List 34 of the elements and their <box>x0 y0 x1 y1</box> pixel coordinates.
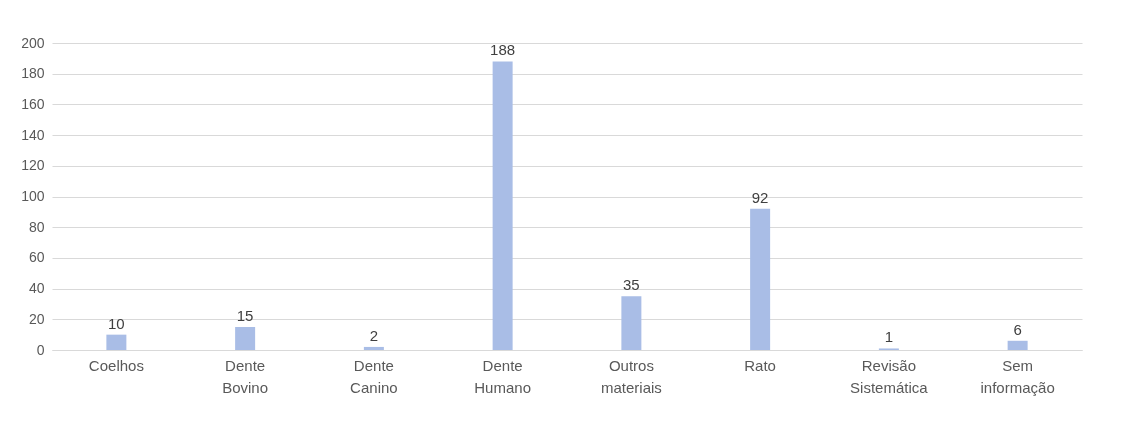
bar <box>492 61 513 350</box>
y-tick-label: 80 <box>28 218 45 235</box>
y-tick-label: 160 <box>21 95 45 112</box>
x-tick-label: Rato <box>744 356 776 374</box>
bar <box>106 334 127 350</box>
data-label: 92 <box>751 188 769 206</box>
bar <box>750 208 771 350</box>
data-label: 10 <box>108 314 125 332</box>
y-tick-label: 120 <box>21 157 45 174</box>
y-tick-label: 200 <box>21 34 45 51</box>
y-tick-label: 180 <box>21 65 45 82</box>
y-tick-label: 100 <box>21 188 45 204</box>
bar <box>363 346 384 350</box>
x-tick-label: Dente Bovino <box>222 356 269 396</box>
data-label: 188 <box>490 41 516 59</box>
data-label: 6 <box>1013 320 1022 338</box>
bar <box>1007 340 1028 350</box>
y-tick-label: 140 <box>21 126 45 143</box>
x-tick-label: Dente Humano <box>474 356 531 396</box>
x-tick-label: Sem informação <box>980 356 1055 396</box>
x-tick-label: Revisão Sistemática <box>850 356 929 396</box>
data-label: 1 <box>884 328 894 346</box>
x-tick-label: Dente Canino <box>350 356 398 396</box>
data-label: 2 <box>369 326 379 344</box>
y-tick-label: 40 <box>28 280 45 297</box>
x-tick-label: Outros materiais <box>600 356 662 396</box>
y-tick-label: 20 <box>28 310 45 327</box>
data-label: 15 <box>236 306 254 324</box>
bar <box>621 296 642 350</box>
data-label: 35 <box>623 276 640 294</box>
y-tick-label: 60 <box>28 249 45 266</box>
bar <box>235 326 256 350</box>
y-tick-label: 0 <box>36 341 45 358</box>
x-tick-label: Coelhos <box>88 356 144 374</box>
